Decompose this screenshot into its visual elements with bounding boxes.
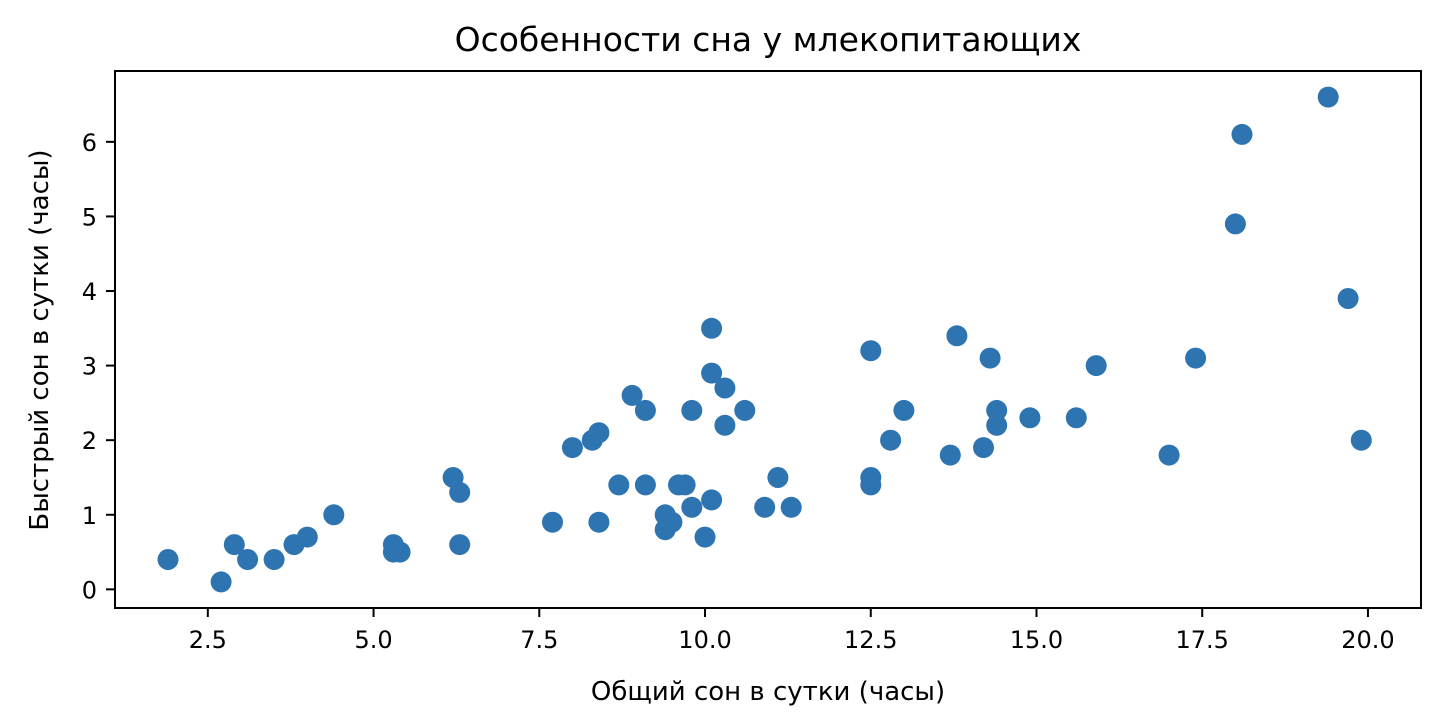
data-point-59 (1337, 288, 1359, 309)
chart-title: Особенности сна у млекопитающих (455, 20, 1082, 59)
data-point-27 (674, 474, 696, 496)
y-axis-label: Быстрый сон в сутки (часы) (25, 149, 55, 530)
data-point-35 (714, 414, 736, 436)
data-point-6 (296, 526, 318, 548)
data-point-33 (701, 489, 723, 511)
data-point-20 (621, 384, 643, 406)
y-tick-label: 2 (82, 427, 97, 455)
x-tick-label: 10.0 (678, 626, 731, 654)
data-point-44 (893, 399, 915, 421)
data-point-47 (973, 437, 994, 459)
data-point-29 (681, 496, 703, 518)
y-tick-label: 1 (82, 502, 97, 530)
data-point-55 (1185, 347, 1207, 369)
data-point-36 (734, 399, 756, 421)
data-point-54 (1158, 444, 1180, 466)
y-tick-label: 5 (82, 203, 97, 231)
y-tick-label: 0 (82, 576, 97, 604)
data-point-50 (986, 414, 1008, 436)
data-point-19 (608, 474, 630, 496)
data-point-30 (694, 526, 716, 548)
data-point-15 (561, 437, 583, 459)
data-point-10 (389, 541, 411, 563)
y-tick-label: 3 (82, 353, 97, 381)
data-point-40 (860, 340, 882, 362)
data-point-32 (701, 362, 723, 384)
data-point-13 (449, 534, 471, 556)
data-point-25 (661, 511, 683, 533)
data-point-57 (1231, 123, 1253, 145)
x-tick-label: 2.5 (189, 626, 227, 654)
data-point-52 (1065, 407, 1087, 429)
plot-area-frame (114, 70, 1422, 609)
x-tick-label: 17.5 (1176, 626, 1229, 654)
y-tick-label: 4 (82, 278, 97, 306)
data-point-34 (714, 377, 736, 399)
x-tick-label: 20.0 (1341, 626, 1394, 654)
data-point-39 (780, 496, 802, 518)
data-point-0 (157, 549, 179, 570)
data-point-14 (542, 511, 563, 533)
data-point-38 (767, 467, 789, 488)
data-point-3 (237, 549, 259, 570)
data-point-46 (946, 325, 968, 347)
data-point-7 (323, 504, 345, 526)
x-tick-label: 15.0 (1010, 626, 1063, 654)
data-point-17 (588, 422, 610, 444)
data-point-51 (1019, 407, 1041, 429)
y-axis: 0 1 2 3 4 5 6 (82, 129, 115, 604)
data-point-12 (449, 481, 471, 503)
data-point-21 (634, 399, 656, 421)
data-point-53 (1085, 355, 1107, 377)
x-tick-label: 5.0 (354, 626, 392, 654)
data-point-2 (223, 534, 245, 556)
data-point-48 (979, 347, 1001, 369)
data-point-42 (860, 474, 882, 496)
data-point-31 (701, 317, 723, 339)
data-point-22 (634, 474, 656, 496)
data-point-37 (754, 496, 776, 518)
data-point-43 (880, 429, 902, 451)
data-point-60 (1350, 429, 1372, 451)
data-point-45 (939, 444, 961, 466)
x-tick-label: 12.5 (844, 626, 897, 654)
x-axis-label: Общий сон в сутки (часы) (591, 677, 945, 707)
data-point-1 (210, 571, 232, 593)
data-point-49 (986, 399, 1008, 421)
data-point-4 (263, 549, 285, 570)
data-point-56 (1224, 213, 1246, 235)
data-point-18 (588, 511, 610, 533)
data-points (157, 86, 1372, 593)
data-point-28 (681, 399, 703, 421)
x-axis: 2.5 5.0 7.5 10.0 12.5 15.0 17.5 20.0 (189, 608, 1395, 654)
y-tick-label: 6 (82, 129, 97, 157)
data-point-58 (1317, 86, 1339, 108)
x-tick-label: 7.5 (520, 626, 558, 654)
